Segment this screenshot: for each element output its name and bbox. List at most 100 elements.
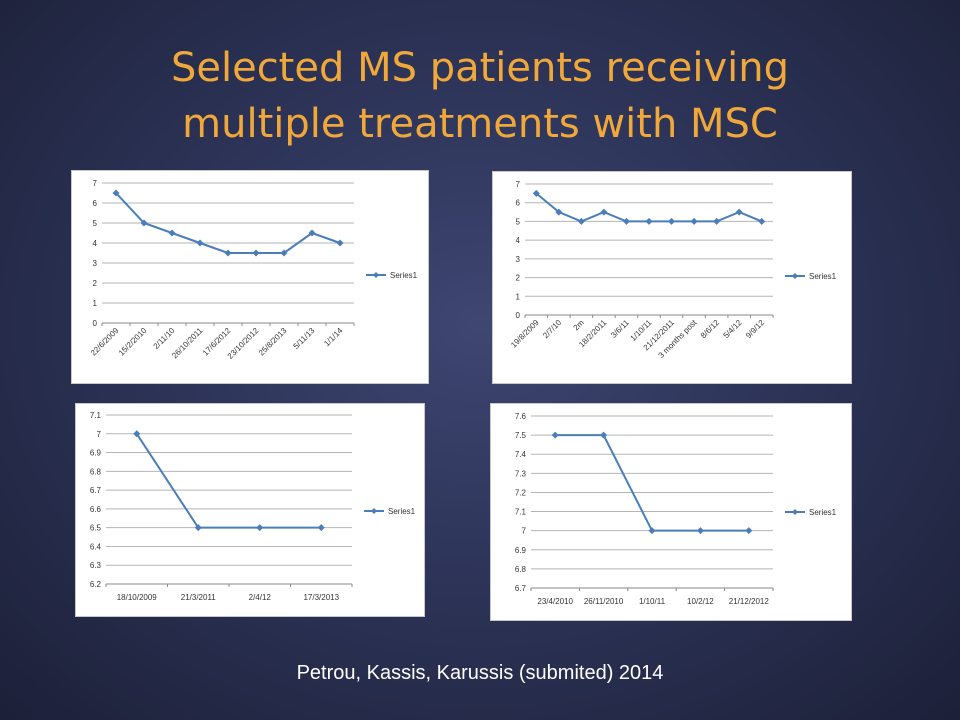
y-tick-label: 7 <box>522 527 527 536</box>
y-tick-label: 7.4 <box>515 450 527 459</box>
data-point <box>600 431 608 439</box>
legend-label: Series1 <box>809 272 837 281</box>
data-point <box>645 217 653 225</box>
data-point <box>600 208 608 216</box>
x-tick-label: 23/4/2010 <box>537 597 573 606</box>
y-tick-label: 6.4 <box>90 542 102 551</box>
legend-swatch-marker <box>371 508 377 514</box>
x-tick-label: 2/7/10 <box>541 318 563 340</box>
data-point <box>551 431 559 439</box>
x-tick-label: 2/11/10 <box>152 326 177 351</box>
chart-panel-1: 0 1 2 3 4 5 6 7 22/6/2009 15/2/2010 2/11/10 26/10/2… <box>71 170 429 384</box>
y-tick-label: 7 <box>97 430 102 439</box>
data-point <box>690 217 698 225</box>
data-point <box>133 430 141 438</box>
y-tick-label: 7 <box>93 179 98 188</box>
chart-panel-2: 0 1 2 3 4 5 6 7 19/8/2009 2/7/10 2m 18/2/2011 3/6/11… <box>492 171 852 384</box>
y-tick-label: 0 <box>516 311 521 320</box>
y-tick-label: 2 <box>93 279 98 288</box>
y-tick-label: 7.1 <box>90 411 102 420</box>
y-tick-label: 7 <box>516 180 521 189</box>
data-point <box>555 208 563 216</box>
legend-label: Series1 <box>809 508 837 517</box>
x-tick-label: 2m <box>572 318 586 332</box>
data-point <box>622 217 630 225</box>
series-line <box>135 433 322 529</box>
x-tick-label: 5/4/12 <box>721 318 743 340</box>
y-tick-label: 7.1 <box>515 508 527 517</box>
data-point <box>532 189 540 197</box>
data-point <box>256 524 264 532</box>
x-tick-label: 26/11/2010 <box>584 597 624 606</box>
data-point <box>577 217 585 225</box>
y-tick-label: 6.3 <box>90 561 102 570</box>
x-tick-label: 17/3/2013 <box>303 593 339 602</box>
legend-swatch-marker <box>373 272 379 278</box>
data-point <box>696 527 704 535</box>
series-line <box>535 192 763 223</box>
y-tick-label: 4 <box>93 239 98 248</box>
legend-label: Series1 <box>388 507 416 516</box>
x-tick-label: 8/6/12 <box>699 318 721 340</box>
x-tick-label: 26/10/2011 <box>170 326 205 361</box>
chart-panel-4: 6.7 6.8 6.9 7 7.1 7.2 7.3 7.4 7.5 7.6 23/4/2010 26/… <box>490 403 852 621</box>
x-tick-label: 9/9/12 <box>744 318 766 340</box>
data-point <box>196 239 204 247</box>
data-point <box>668 217 676 225</box>
y-tick-label: 1 <box>516 292 521 301</box>
x-tick-label: 2/4/12 <box>249 593 272 602</box>
y-tick-label: 7.2 <box>515 488 527 497</box>
data-point <box>224 249 232 257</box>
x-tick-label: 1/1/14 <box>322 326 344 348</box>
slide-title-line-1: Selected MS patients receiving <box>170 45 790 91</box>
y-tick-label: 6.9 <box>90 449 102 458</box>
data-point <box>317 524 325 532</box>
citation: Petrou, Kassis, Karussis (submited) 2014 <box>296 662 664 684</box>
legend-label: Series1 <box>390 271 418 280</box>
y-tick-label: 6 <box>516 199 521 208</box>
data-point <box>112 189 120 197</box>
y-tick-label: 3 <box>516 255 521 264</box>
x-tick-label: 18/10/2009 <box>117 593 158 602</box>
data-point <box>648 527 656 535</box>
chart-panel-3: 6.2 6.3 6.4 6.5 6.6 6.7 6.8 6.9 7 7.1 18/10/2009 21… <box>75 403 425 617</box>
data-point <box>280 249 288 257</box>
x-tick-label: 21/3/2011 <box>181 593 217 602</box>
x-tick-label: 10/2/12 <box>687 597 714 606</box>
x-tick-label: 5/11/13 <box>292 326 317 351</box>
y-tick-label: 6.9 <box>515 546 527 555</box>
y-tick-label: 2 <box>516 274 521 283</box>
data-point <box>140 219 148 227</box>
legend-swatch-marker <box>792 273 798 279</box>
y-tick-label: 7.3 <box>515 469 527 478</box>
x-tick-label: 21/12/2012 <box>729 597 770 606</box>
y-tick-label: 6.7 <box>90 486 102 495</box>
y-tick-label: 6.5 <box>90 524 102 533</box>
legend-swatch-marker <box>792 509 798 515</box>
data-point <box>168 229 176 237</box>
y-tick-label: 6.8 <box>90 467 102 476</box>
y-tick-label: 3 <box>93 259 98 268</box>
slide-title: Selected MS patients receiving multiple … <box>60 40 900 152</box>
chart-3-svg: 6.2 6.3 6.4 6.5 6.6 6.7 6.8 6.9 7 7.1 18/10/2009 21… <box>90 411 416 602</box>
data-point <box>336 239 344 247</box>
x-tick-label: 22/6/2009 <box>89 326 121 358</box>
data-point <box>735 208 743 216</box>
slide-title-line-2: multiple treatments with MSC <box>182 101 778 147</box>
data-point <box>745 527 753 535</box>
y-tick-label: 7.5 <box>515 431 527 440</box>
data-point <box>194 524 202 532</box>
x-tick-label: 15/2/2010 <box>117 326 149 358</box>
y-tick-label: 6 <box>93 199 98 208</box>
y-tick-label: 6.6 <box>90 505 102 514</box>
y-tick-label: 5 <box>93 219 98 228</box>
y-tick-label: 5 <box>516 217 521 226</box>
y-tick-label: 4 <box>516 236 521 245</box>
series-line <box>555 434 749 532</box>
x-tick-label: 23/10/2012 <box>226 326 261 361</box>
y-tick-label: 6.2 <box>90 580 102 589</box>
chart-4-svg: 6.7 6.8 6.9 7 7.1 7.2 7.3 7.4 7.5 7.6 23/4/2010 26/… <box>515 412 837 606</box>
data-point <box>308 229 316 237</box>
